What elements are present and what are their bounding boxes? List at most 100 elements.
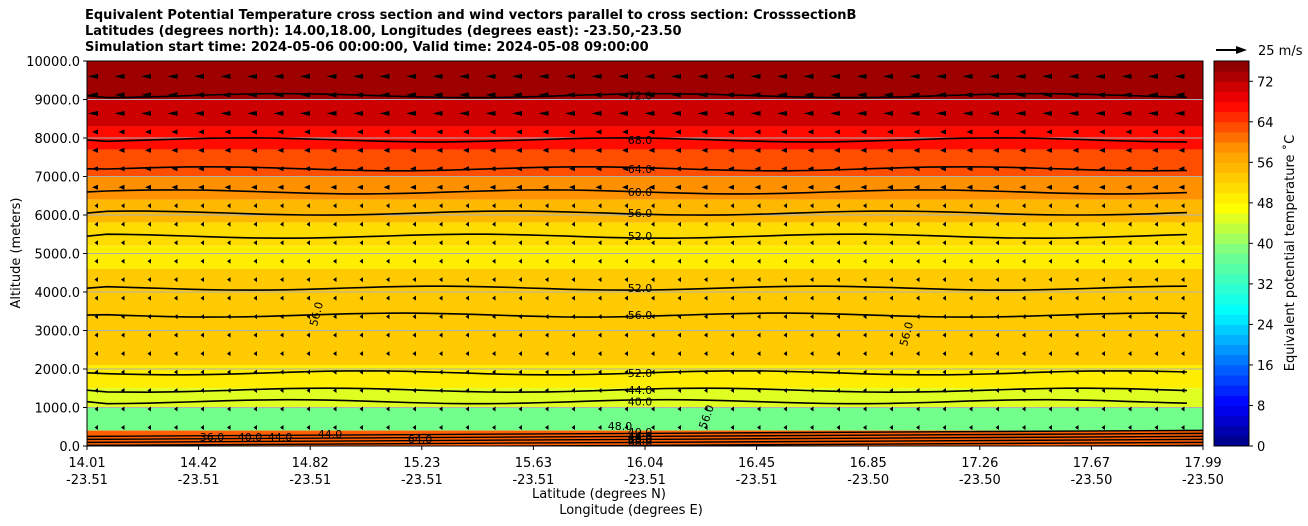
- wind-vector: [277, 166, 284, 172]
- wind-vector: [463, 184, 469, 190]
- wind-vector: [147, 203, 151, 209]
- wind-vector: [224, 129, 231, 135]
- y-tick-label-0: 0.0: [59, 440, 80, 455]
- wind-vector: [730, 295, 734, 301]
- wind-vector: [969, 240, 973, 246]
- wind-vector: [942, 277, 946, 283]
- wind-vector: [359, 388, 363, 394]
- wind-vector: [622, 147, 628, 153]
- wind-vector: [253, 221, 257, 227]
- x-tick-lon-1: -23.51: [178, 473, 220, 488]
- wind-vector: [571, 277, 575, 283]
- wind-vector: [730, 221, 734, 227]
- wind-vector: [492, 425, 496, 431]
- wind-vector: [1048, 351, 1052, 357]
- wind-vector: [410, 166, 416, 172]
- wind-vector: [754, 129, 761, 135]
- wind-vector: [942, 388, 946, 394]
- contour-lines: [87, 92, 1203, 446]
- wind-vector: [671, 110, 681, 116]
- wind-vector: [465, 295, 469, 301]
- contour-line-2: [87, 165, 1188, 172]
- wind-vector: [412, 258, 416, 264]
- wind-vector: [220, 110, 231, 116]
- wind-vector: [916, 295, 920, 301]
- wind-vector: [1128, 258, 1132, 264]
- wind-vector: [489, 147, 496, 153]
- wind-vector: [542, 184, 549, 190]
- wind-vector: [359, 258, 363, 264]
- wind-vector: [1101, 388, 1105, 394]
- wind-vector: [810, 258, 814, 264]
- wind-vector: [432, 73, 443, 79]
- wind-vector: [516, 129, 522, 135]
- wind-vector: [141, 73, 151, 79]
- wind-vector: [545, 277, 549, 283]
- wind-vector: [516, 184, 522, 190]
- wind-vector: [836, 295, 840, 301]
- wind-vector: [410, 147, 416, 153]
- wind-vector: [1181, 221, 1185, 227]
- wind-vector: [889, 203, 893, 209]
- wind-vector: [1019, 184, 1026, 190]
- wind-vector: [569, 129, 575, 135]
- wind-vector: [856, 92, 867, 98]
- wind-vector: [333, 221, 337, 227]
- wind-vector: [836, 221, 840, 227]
- wind-vector: [860, 129, 867, 135]
- wind-vector: [518, 221, 522, 227]
- wind-vector: [969, 351, 973, 357]
- wind-vector: [247, 73, 257, 79]
- wind-vector: [227, 388, 231, 394]
- wind-vector: [783, 332, 787, 338]
- wind-vector: [595, 184, 602, 190]
- wind-vector: [542, 166, 549, 172]
- wind-vector: [1101, 221, 1105, 227]
- wind-vector: [724, 92, 734, 98]
- wind-vector: [1101, 203, 1105, 209]
- wind-vector: [624, 406, 628, 412]
- wind-vector: [704, 203, 708, 209]
- x-axis: 14.01 -23.51 14.42 -23.51 14.82 -23.51 15.23 -2…: [66, 446, 1224, 488]
- wind-vector: [174, 314, 178, 320]
- wind-vector: [439, 258, 443, 264]
- wind-vector: [542, 147, 549, 153]
- wind-vector: [624, 369, 628, 375]
- wind-vector: [306, 388, 310, 394]
- wind-vector: [730, 425, 734, 431]
- wind-vector: [1048, 221, 1052, 227]
- x-tick-lat-3: 15.23: [403, 456, 440, 471]
- quiver-key-arrowhead: [1236, 46, 1247, 54]
- wind-vector: [995, 425, 999, 431]
- wind-vector: [648, 147, 655, 153]
- wind-vector: [966, 166, 973, 172]
- contour-label-3: 60.0: [628, 186, 653, 199]
- wind-vector: [545, 240, 549, 246]
- wind-vector: [200, 351, 204, 357]
- wind-vector: [439, 240, 443, 246]
- wind-vector: [777, 92, 787, 98]
- wind-vector: [598, 388, 602, 394]
- wind-vector: [1068, 92, 1079, 98]
- wind-vector: [432, 92, 443, 98]
- wind-vector: [174, 425, 178, 431]
- wind-vector: [465, 406, 469, 412]
- wind-vector: [704, 277, 708, 283]
- wind-vector: [834, 147, 840, 153]
- wind-vector: [386, 425, 390, 431]
- colorbar-segment-18: [1214, 253, 1249, 265]
- wind-vector: [571, 240, 575, 246]
- wind-vector: [147, 351, 151, 357]
- wind-vector: [803, 110, 814, 116]
- wind-vector: [889, 277, 893, 283]
- wind-vector: [465, 203, 469, 209]
- x-tick-lat-7: 16.85: [850, 456, 887, 471]
- colorbar-segment-19: [1214, 243, 1249, 254]
- wind-vector: [1022, 425, 1026, 431]
- wind-vector: [624, 258, 628, 264]
- wind-vector: [830, 110, 840, 116]
- wind-vector: [1075, 314, 1079, 320]
- wind-vector: [969, 295, 973, 301]
- wind-vector: [624, 388, 628, 394]
- wind-vector: [651, 203, 655, 209]
